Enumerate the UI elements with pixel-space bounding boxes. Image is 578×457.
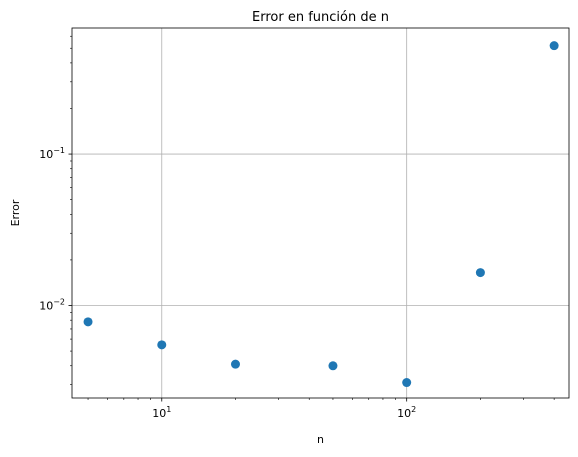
axis-ticks bbox=[68, 35, 555, 402]
data-point bbox=[328, 361, 338, 371]
x-axis-label: n bbox=[317, 433, 324, 446]
data-point bbox=[549, 41, 559, 51]
y-tick-label: 10−2 bbox=[39, 298, 65, 313]
data-point bbox=[402, 378, 412, 388]
data-point bbox=[83, 317, 93, 327]
x-tick-label: 102 bbox=[397, 405, 416, 420]
y-axis-label: Error bbox=[9, 199, 22, 226]
data-point bbox=[230, 359, 240, 369]
chart-title: Error en función de n bbox=[252, 10, 389, 25]
data-point bbox=[157, 340, 167, 350]
data-point bbox=[475, 268, 485, 278]
x-tick-label: 101 bbox=[152, 405, 171, 420]
data-points bbox=[83, 41, 559, 388]
axis-tick-labels: 101 102 10−2 10−1 bbox=[39, 146, 416, 420]
grid bbox=[72, 28, 569, 398]
y-tick-label: 10−1 bbox=[39, 146, 65, 161]
plot-frame bbox=[71, 27, 570, 399]
